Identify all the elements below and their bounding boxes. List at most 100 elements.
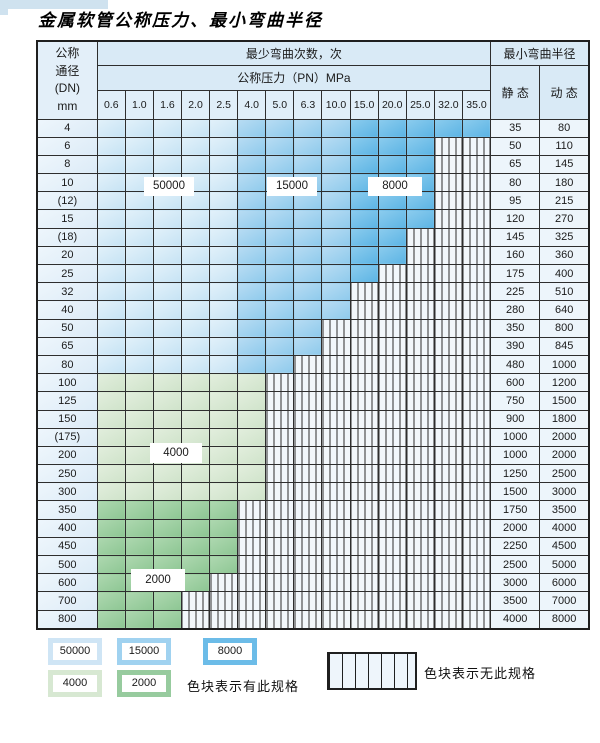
spec-cell	[96, 336, 126, 356]
spec-cell	[265, 227, 295, 247]
no-spec-cell	[405, 318, 435, 338]
pressure-value-header: 4.0	[237, 89, 267, 120]
no-spec-cell	[405, 500, 435, 520]
no-spec-cell	[321, 445, 351, 466]
spec-cell	[265, 336, 295, 356]
spec-cell	[124, 318, 154, 338]
spec-cell	[237, 154, 267, 175]
spec-cell	[124, 464, 154, 484]
no-spec-cell	[405, 391, 435, 411]
spec-cell	[293, 336, 323, 356]
dn-cell: 250	[36, 464, 98, 484]
no-spec-cell	[433, 536, 463, 557]
spec-cell	[293, 318, 323, 338]
no-spec-cell	[377, 354, 407, 375]
spec-cell	[321, 300, 351, 320]
dn-cell: 450	[36, 536, 98, 557]
table-row: (18) 145 325	[36, 227, 590, 247]
spec-cell	[124, 609, 154, 630]
no-spec-cell	[237, 518, 267, 538]
spec-cell	[237, 118, 267, 138]
spec-cell	[237, 191, 267, 211]
legend-swatch-label: 15000	[122, 643, 166, 660]
dn-cell: 8	[36, 154, 98, 175]
spec-cell	[96, 518, 126, 538]
no-spec-cell	[349, 373, 379, 393]
spec-cell	[96, 318, 126, 338]
dynamic-radius-cell: 6000	[539, 573, 590, 593]
no-spec-cell	[321, 373, 351, 393]
no-spec-cell	[265, 409, 295, 429]
spec-cell	[237, 227, 267, 247]
spec-cell	[349, 245, 379, 266]
spec-cell	[96, 591, 126, 611]
spec-cell	[180, 500, 211, 520]
spec-cell	[265, 245, 295, 266]
spec-cell	[349, 118, 379, 138]
legend-swatch-label: 8000	[208, 643, 252, 660]
spec-cell	[180, 136, 211, 156]
spec-cell	[237, 209, 267, 229]
no-spec-cell	[461, 245, 492, 266]
no-spec-cell	[461, 482, 492, 502]
spec-cell	[96, 354, 126, 375]
pressure-value-header: 2.0	[180, 89, 211, 120]
spec-cell	[124, 300, 154, 320]
no-spec-cell	[293, 554, 323, 575]
no-spec-cell	[433, 154, 463, 175]
static-radius-cell: 35	[490, 118, 541, 138]
no-spec-cell	[237, 609, 267, 630]
dn-cell: 300	[36, 482, 98, 502]
spec-cell	[124, 154, 154, 175]
static-radius-cell: 120	[490, 209, 541, 229]
bend-radius-header: 最小弯曲半径	[490, 40, 590, 66]
no-spec-cell	[349, 354, 379, 375]
no-spec-cell	[321, 336, 351, 356]
no-spec-cell	[293, 464, 323, 484]
spec-cell	[124, 263, 154, 284]
no-spec-cell	[377, 336, 407, 356]
spec-cell	[124, 409, 154, 429]
legend-swatch-label: 50000	[53, 643, 97, 660]
spec-cell	[180, 554, 211, 575]
static-header: 静 态	[490, 64, 541, 120]
spec-cell	[209, 336, 239, 356]
table-row: 8 65 145	[36, 154, 590, 175]
no-spec-cell	[433, 482, 463, 502]
no-spec-cell	[433, 445, 463, 466]
spec-cell	[209, 554, 239, 575]
table-row: 65 390 845	[36, 336, 590, 356]
dynamic-header: 动 态	[539, 64, 590, 120]
no-spec-cell	[237, 500, 267, 520]
no-spec-cell	[349, 336, 379, 356]
no-spec-cell	[377, 373, 407, 393]
zone-label-2000: 2000	[131, 569, 185, 591]
spec-cell	[180, 318, 211, 338]
spec-cell	[96, 245, 126, 266]
no-spec-cell	[433, 245, 463, 266]
spec-cell	[180, 209, 211, 229]
spec-cell	[180, 282, 211, 302]
dynamic-radius-cell: 4000	[539, 518, 590, 538]
no-spec-cell	[433, 391, 463, 411]
static-radius-cell: 3000	[490, 573, 541, 593]
no-spec-cell	[377, 500, 407, 520]
dynamic-radius-cell: 360	[539, 245, 590, 266]
spec-cell	[237, 354, 267, 375]
no-spec-cell	[433, 373, 463, 393]
spec-cell	[265, 263, 295, 284]
no-spec-cell	[461, 354, 492, 375]
no-spec-cell	[349, 427, 379, 447]
spec-cell	[180, 391, 211, 411]
static-radius-cell: 50	[490, 136, 541, 156]
spec-cell	[237, 318, 267, 338]
spec-cell	[209, 318, 239, 338]
no-spec-cell	[377, 482, 407, 502]
spec-cell	[124, 445, 154, 466]
no-spec-cell	[321, 500, 351, 520]
no-spec-cell	[433, 573, 463, 593]
spec-cell	[209, 245, 239, 266]
static-radius-cell: 2500	[490, 554, 541, 575]
dn-cell: 800	[36, 609, 98, 630]
no-spec-cell	[265, 518, 295, 538]
